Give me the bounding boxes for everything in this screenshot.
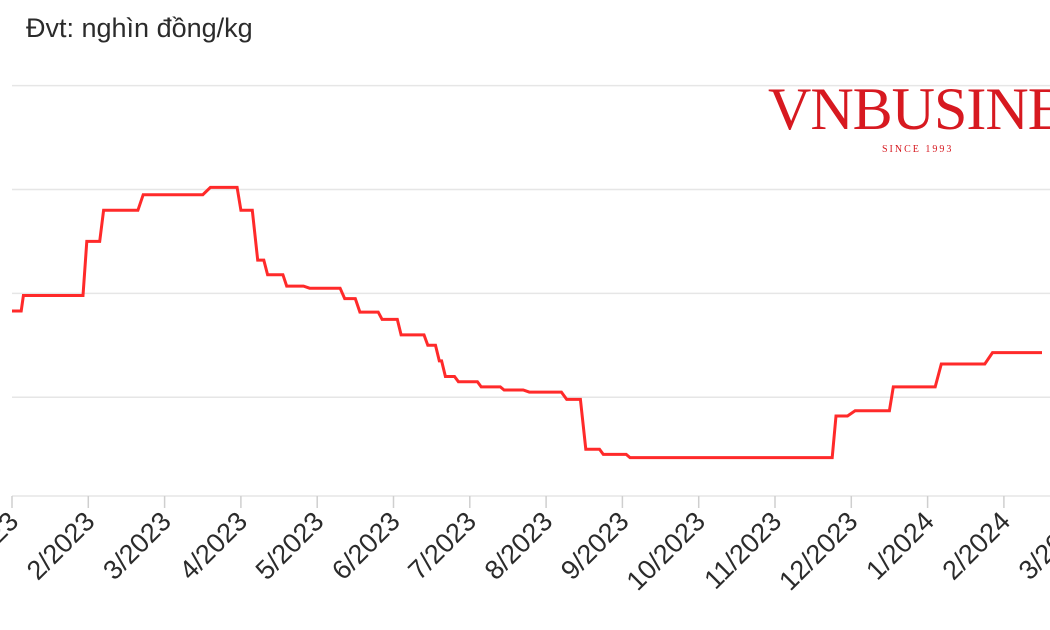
x-tick-label-14: 3/2024 xyxy=(1013,506,1050,586)
x-tick-label-11: 12/2023 xyxy=(773,506,863,596)
x-tick-label-1: 2/2023 xyxy=(21,506,101,586)
brand-since: SINCE 1993 xyxy=(882,144,953,155)
brand-name: VNBUSINESS xyxy=(768,76,1050,142)
x-tick-label-0: 1/2023 xyxy=(0,506,24,586)
vnbusiness-logo: VNBUSINESS SINCE 1993 xyxy=(768,76,1050,155)
x-tick-label-5: 6/2023 xyxy=(326,506,406,586)
x-tick-label-7: 8/2023 xyxy=(479,506,559,586)
gridlines xyxy=(12,84,1050,399)
price-series-line xyxy=(12,185,1042,460)
x-tick-label-4: 5/2023 xyxy=(250,506,330,586)
x-tick-label-3: 4/2023 xyxy=(174,506,254,586)
x-tick-label-13: 2/2024 xyxy=(937,506,1017,586)
unit-label: Đvt: nghìn đồng/kg xyxy=(26,13,253,43)
x-tick-label-2: 3/2023 xyxy=(97,506,177,586)
x-tick-label-9: 10/2023 xyxy=(621,506,711,596)
x-axis-ticks xyxy=(11,496,1005,508)
x-axis-labels: 1/20232/20233/20234/20235/20236/20237/20… xyxy=(0,506,1050,596)
x-tick-label-10: 11/2023 xyxy=(698,506,787,595)
x-tick-label-12: 1/2024 xyxy=(860,506,940,586)
x-tick-label-6: 7/2023 xyxy=(402,506,482,586)
